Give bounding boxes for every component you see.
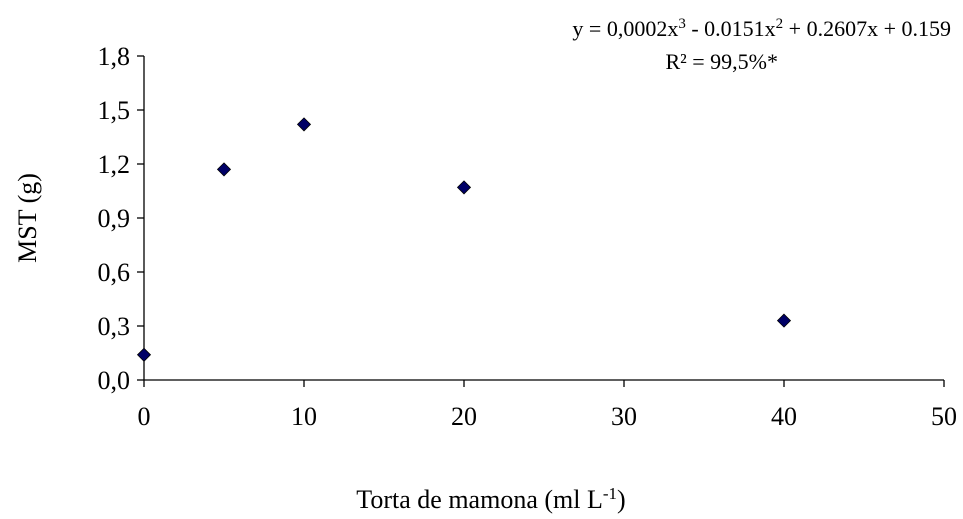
y-tick-label: 1,5: [98, 96, 131, 125]
data-point: [296, 117, 312, 132]
x-axis-ticks: 0 10 20 30 40 50: [138, 380, 957, 431]
x-tick-label: 0: [138, 402, 151, 431]
x-tick-label: 30: [611, 402, 637, 431]
data-point: [136, 347, 152, 362]
x-tick-label: 10: [291, 402, 317, 431]
y-axis-ticks: 0,0 0,3 0,6 0,9 1,2 1,5 1,8: [98, 42, 144, 395]
data-point: [456, 180, 472, 195]
x-axis-title: Torta de mamona (ml L-1): [356, 484, 625, 515]
data-points: [136, 117, 792, 362]
y-tick-label: 0,9: [98, 204, 131, 233]
regression-equation: y = 0,0002x3 - 0.0151x2 + 0.2607x + 0.15…: [572, 16, 951, 41]
axes: [143, 56, 944, 381]
y-tick-label: 0,0: [98, 366, 131, 395]
x-tick-label: 40: [771, 402, 797, 431]
y-tick-label: 1,2: [98, 150, 131, 179]
data-point: [776, 313, 792, 328]
data-point: [216, 162, 232, 177]
y-tick-label: 0,6: [98, 258, 131, 287]
r-squared-label: R² = 99,5%*: [665, 49, 778, 74]
x-tick-label: 50: [931, 402, 957, 431]
y-tick-label: 0,3: [98, 312, 131, 341]
y-tick-label: 1,8: [98, 42, 131, 71]
y-axis-title: MST (g): [13, 173, 42, 263]
x-tick-label: 20: [451, 402, 477, 431]
